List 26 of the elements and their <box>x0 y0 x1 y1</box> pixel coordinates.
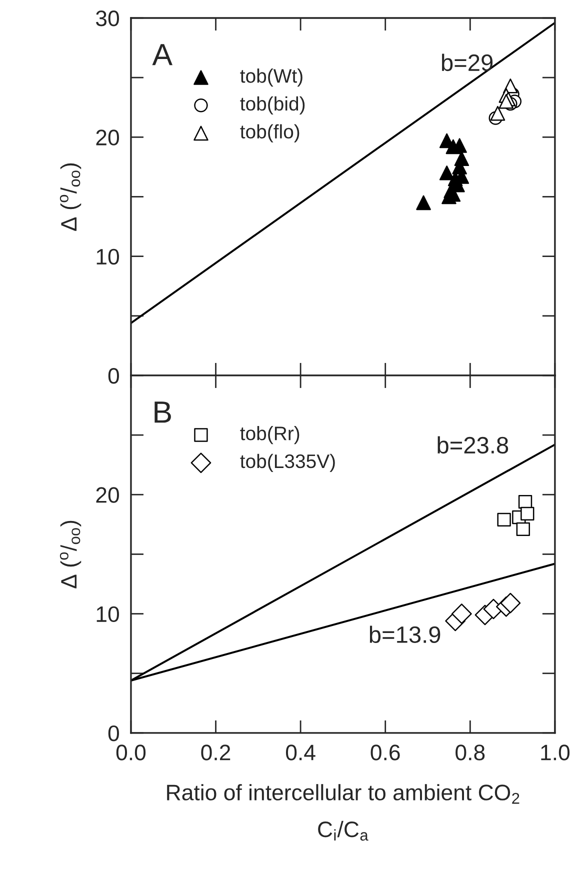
x-tick-label: 0.6 <box>370 744 400 760</box>
legend-label: tob(L335V) <box>240 454 335 472</box>
y-tick-label: 20 <box>96 487 119 503</box>
x-tick-label: 1.0 <box>541 744 570 760</box>
annotation: b=29 <box>442 54 493 72</box>
y-tick-label: 0 <box>108 368 119 384</box>
legend-label: tob(flo) <box>240 124 300 142</box>
text: Ratio of intercellular to ambient CO$_{2}$ C$_{i}$/C$_{a}$ <box>167 784 520 841</box>
y-tick-label: 20 <box>96 130 119 146</box>
x-tick-label: 0.8 <box>456 744 485 760</box>
x-tick-label: 0.4 <box>286 744 316 760</box>
x-tick-label: 0.0 <box>116 744 146 760</box>
y-tick-label: 30 <box>96 10 119 26</box>
annotation: B <box>154 402 171 423</box>
legend-label: tob(Rr) <box>240 426 300 444</box>
y-tick-label: 10 <box>96 248 119 265</box>
annotation: A <box>152 44 172 66</box>
x-tick-label: 0.2 <box>201 744 230 760</box>
y-axis-title: Δ ($^{o}$/$_{oo}$) <box>60 163 82 231</box>
legend-label: tob(bid) <box>240 96 305 115</box>
y-tick-label: 0 <box>108 725 119 742</box>
annotation: b=13.9 <box>370 626 440 644</box>
y-tick-label: 10 <box>96 606 119 622</box>
y-axis-title: Δ ($^{o}$/$_{oo}$) <box>60 520 82 588</box>
annotation: b=23.8 <box>438 436 508 454</box>
legend-label: tob(Wt) <box>240 68 302 87</box>
